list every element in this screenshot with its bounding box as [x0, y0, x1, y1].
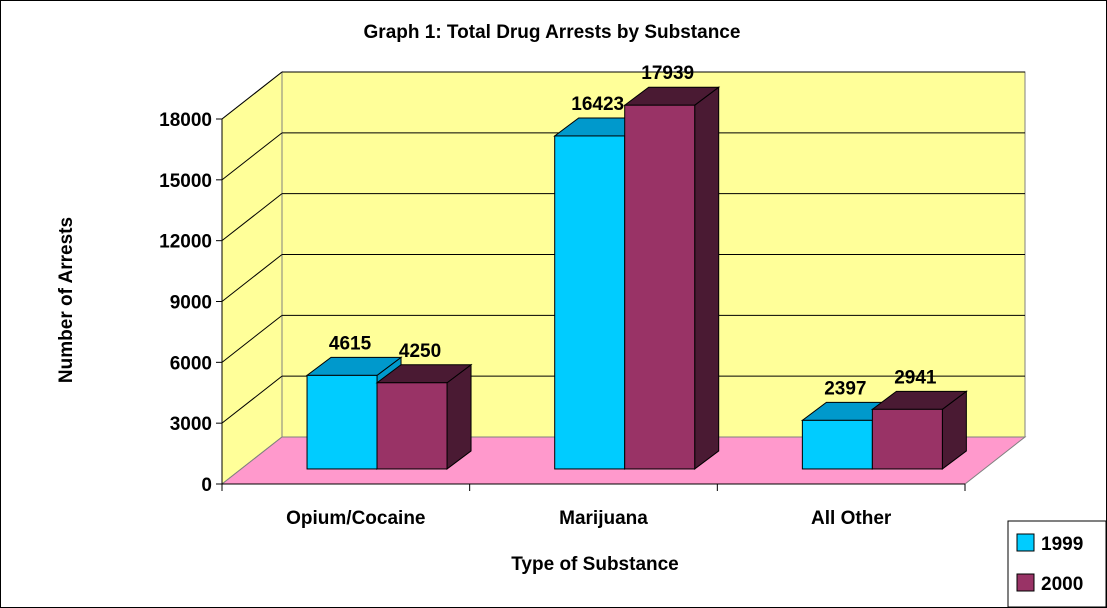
bar-front — [871, 408, 943, 470]
y-tick-label: 18000 — [159, 110, 212, 131]
bar-front — [801, 419, 873, 470]
y-tick-label: 12000 — [159, 232, 212, 253]
bar-side — [694, 86, 720, 470]
bar-2000-all-other — [870, 390, 968, 470]
y-axis-label: Number of Arrests — [56, 217, 77, 383]
legend-swatch-1999 — [1016, 533, 1035, 552]
x-tick-label: All Other — [811, 508, 892, 529]
data-label: 16423 — [571, 94, 624, 115]
bar-2000-opium-cocaine — [375, 363, 473, 470]
bar-front — [624, 104, 696, 470]
gridline-side — [221, 71, 283, 120]
data-label: 17939 — [641, 63, 694, 84]
data-label: 2941 — [894, 367, 937, 388]
y-tick-label: 3000 — [170, 414, 212, 435]
chart-title: Graph 1: Total Drug Arrests by Substance — [364, 22, 741, 43]
gridline-side — [221, 375, 283, 424]
y-tick-label: 15000 — [159, 171, 212, 192]
x-tick-label: Marijuana — [559, 508, 648, 529]
legend-swatch-2000 — [1016, 573, 1035, 592]
gridline-side — [221, 193, 283, 242]
legend: 1999 2000 — [1007, 520, 1107, 608]
data-label: 2397 — [824, 378, 866, 399]
y-tick-label: 0 — [201, 475, 212, 496]
data-label: 4615 — [329, 333, 372, 354]
x-axis-label: Type of Substance — [511, 554, 679, 575]
y-tick-label: 9000 — [170, 293, 212, 314]
gridline-side — [221, 254, 283, 302]
legend-label-2000: 2000 — [1041, 574, 1083, 595]
legend-label-1999: 1999 — [1041, 534, 1083, 555]
bar-2000-marijuana — [623, 86, 721, 470]
data-label: 4250 — [399, 341, 441, 362]
gridline-side — [221, 314, 283, 363]
y-tick-label: 6000 — [170, 353, 212, 374]
x-tick-label: Opium/Cocaine — [286, 508, 425, 529]
bar-front — [554, 135, 626, 470]
bar-front — [306, 374, 378, 470]
bar-front — [376, 382, 448, 470]
gridline-side — [221, 132, 283, 181]
